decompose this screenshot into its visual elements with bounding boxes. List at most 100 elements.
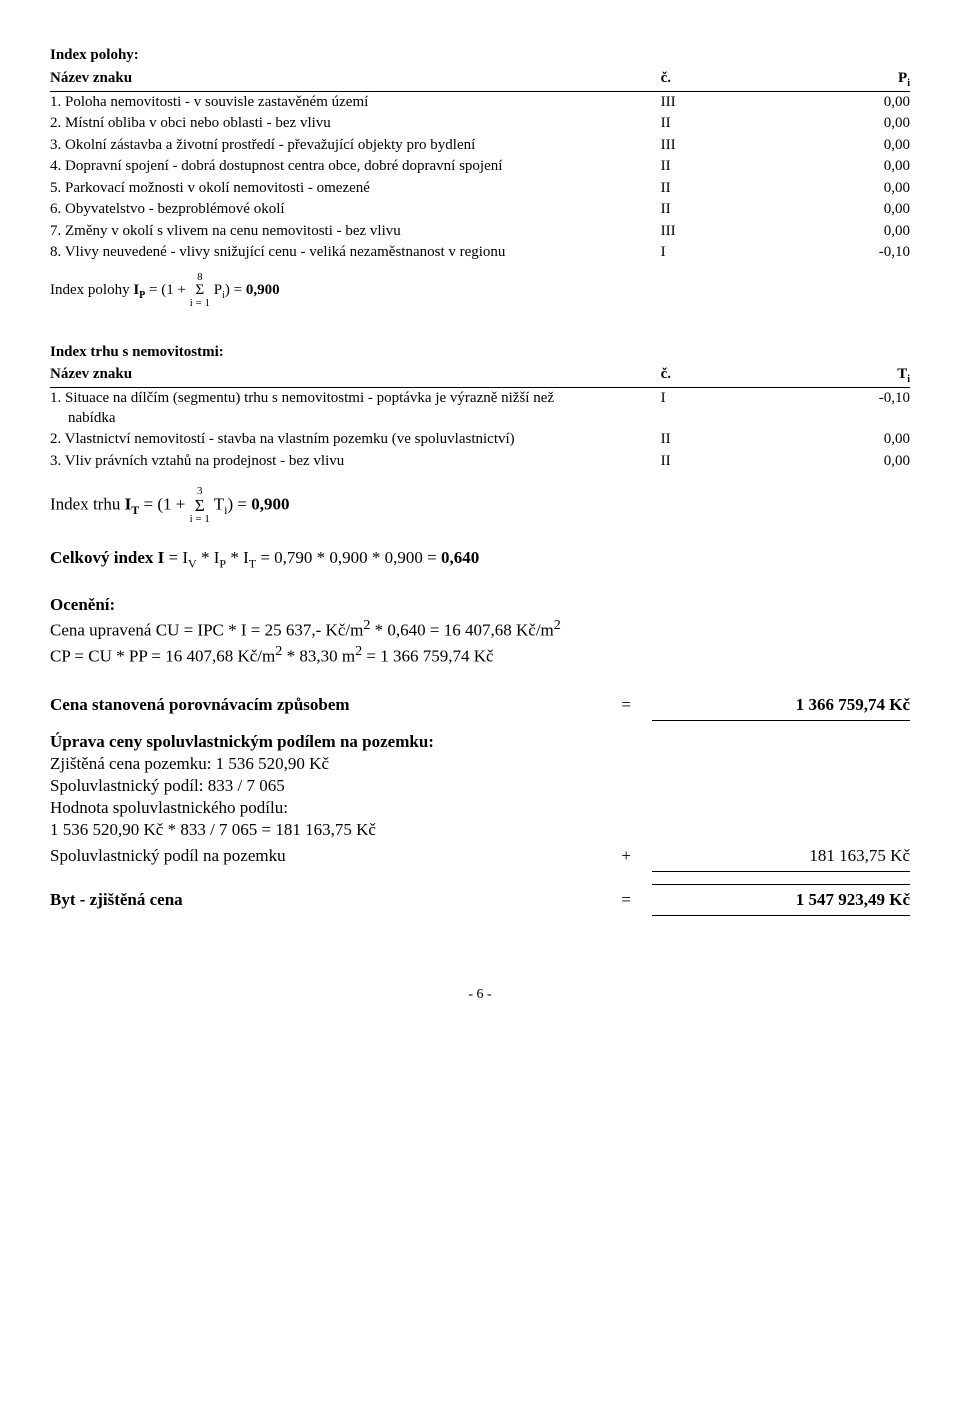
- cell-c: III: [661, 221, 738, 243]
- table-row: 3. Okolní zástavba a životní prostředí -…: [50, 135, 910, 157]
- celkovy-mid: * I: [197, 548, 220, 567]
- text-part: = 1 366 759,74 Kč: [362, 646, 493, 665]
- cell-c: III: [661, 135, 738, 157]
- result-label: Cena stanovená porovnávacím způsobem: [50, 690, 600, 721]
- table-row: 2. Místní obliba v obci nebo oblasti - b…: [50, 113, 910, 135]
- uprava-line: Hodnota spoluvlastnického podílu:: [50, 797, 910, 819]
- uprava-line: Spoluvlastnický podíl: 833 / 7 065: [50, 775, 910, 797]
- oceneni-line2: CP = CU * PP = 16 407,68 Kč/m2 * 83,30 m…: [50, 642, 910, 668]
- result-label: Spoluvlastnický podíl na pozemku: [50, 841, 600, 872]
- celkovy-sub: V: [188, 556, 197, 570]
- celkovy-result: 0,640: [441, 548, 479, 567]
- formula-result: 0,900: [251, 494, 289, 513]
- cell-name: 7. Změny v okolí s vlivem na cenu nemovi…: [50, 221, 661, 243]
- formula-prefix: Index trhu: [50, 494, 125, 513]
- cell-c: II: [661, 113, 738, 135]
- table-row: 2. Vlastnictví nemovitostí - stavba na v…: [50, 429, 910, 451]
- formula-eq: = (1 +: [139, 494, 189, 513]
- cell-name: 4. Dopravní spojení - dobrá dostupnost c…: [50, 156, 661, 178]
- index-trhu-table: Název znaku č. Ti 1. Situace na dílčím (…: [50, 364, 910, 472]
- hdr-name: Název znaku: [50, 364, 661, 388]
- formula-eq: = (1 +: [145, 281, 189, 297]
- result-value: 1 547 923,49 Kč: [652, 885, 910, 916]
- formula-tail: T: [210, 494, 224, 513]
- sigma-icon: 8Σi = 1: [190, 272, 210, 309]
- table-row: 4. Dopravní spojení - dobrá dostupnost c…: [50, 156, 910, 178]
- result-row-2: Spoluvlastnický podíl na pozemku + 181 1…: [50, 841, 910, 872]
- result-row-3: Byt - zjištěná cena = 1 547 923,49 Kč: [50, 884, 910, 916]
- cell-name: 2. Vlastnictví nemovitostí - stavba na v…: [50, 429, 661, 451]
- uprava-title: Úprava ceny spoluvlastnickým podílem na …: [50, 731, 910, 753]
- cell-v: -0,10: [738, 388, 910, 430]
- cell-name: 6. Obyvatelstvo - bezproblémové okolí: [50, 199, 661, 221]
- celkovy-text: = I: [164, 548, 188, 567]
- hdr-v: Pi: [738, 68, 910, 92]
- index-trhu-formula: Index trhu IT = (1 + 3Σi = 1 Ti) = 0,900: [50, 486, 910, 525]
- cell-c: I: [661, 242, 738, 264]
- oceneni-title: Ocenění:: [50, 594, 910, 616]
- celkovy-index: Celkový index I = IV * IP * IT = 0,790 *…: [50, 547, 910, 572]
- cell-v: 0,00: [738, 451, 910, 473]
- cell-v: 0,00: [738, 113, 910, 135]
- table-header: Název znaku č. Ti: [50, 364, 910, 388]
- table-row: 7. Změny v okolí s vlivem na cenu nemovi…: [50, 221, 910, 243]
- cell-name: 3. Okolní zástavba a životní prostředí -…: [50, 135, 661, 157]
- cell-c: II: [661, 429, 738, 451]
- text-part: * 0,640 = 16 407,68 Kč/m: [370, 621, 553, 640]
- result-label: Byt - zjištěná cena: [50, 885, 600, 916]
- table-row: 6. Obyvatelstvo - bezproblémové okolíII0…: [50, 199, 910, 221]
- table-row: 8. Vlivy neuvedené - vlivy snižující cen…: [50, 242, 910, 264]
- cell-name: 1. Poloha nemovitosti - v souvisle zasta…: [50, 91, 661, 113]
- cell-name: 3. Vliv právních vztahů na prodejnost - …: [50, 451, 661, 473]
- table-row: 1. Situace na dílčím (segmentu) trhu s n…: [50, 388, 910, 430]
- hdr-c: č.: [661, 68, 738, 92]
- cell-v: -0,10: [738, 242, 910, 264]
- uprava-line: Zjištěná cena pozemku: 1 536 520,90 Kč: [50, 753, 910, 775]
- table-row: 1. Poloha nemovitosti - v souvisle zasta…: [50, 91, 910, 113]
- cell-name: 1. Situace na dílčím (segmentu) trhu s n…: [50, 388, 661, 430]
- cell-name: 2. Místní obliba v obci nebo oblasti - b…: [50, 113, 661, 135]
- result-sign: =: [600, 690, 652, 721]
- index-polohy-table: Název znaku č. Pi 1. Poloha nemovitosti …: [50, 68, 910, 264]
- table-row: 5. Parkovací možnosti v okolí nemovitost…: [50, 178, 910, 200]
- cell-v: 0,00: [738, 429, 910, 451]
- text-part: * 83,30 m: [282, 646, 355, 665]
- cell-c: II: [661, 156, 738, 178]
- result-value: 1 366 759,74 Kč: [652, 690, 910, 721]
- result-value: 181 163,75 Kč: [652, 841, 910, 872]
- formula-close: ) =: [228, 494, 252, 513]
- index-polohy-formula: Index polohy IP = (1 + 8Σi = 1 Pi) = 0,9…: [50, 272, 910, 309]
- oceneni-line1: Cena upravená CU = IPC * I = 25 637,- Kč…: [50, 616, 910, 642]
- cell-v: 0,00: [738, 91, 910, 113]
- hdr-name: Název znaku: [50, 68, 661, 92]
- cell-v: 0,00: [738, 199, 910, 221]
- cell-c: II: [661, 178, 738, 200]
- cell-v: 0,00: [738, 135, 910, 157]
- celkovy-mid: * I: [226, 548, 249, 567]
- page-number: - 6 -: [50, 986, 910, 1004]
- table-header: Název znaku č. Pi: [50, 68, 910, 92]
- cell-name: 5. Parkovací možnosti v okolí nemovitost…: [50, 178, 661, 200]
- cell-v: 0,00: [738, 221, 910, 243]
- uprava-line: 1 536 520,90 Kč * 833 / 7 065 = 181 163,…: [50, 819, 910, 841]
- cell-c: I: [661, 388, 738, 430]
- celkovy-sub: T: [249, 556, 256, 570]
- text-part: Cena upravená CU = IPC * I = 25 637,- Kč…: [50, 621, 363, 640]
- result-sign: +: [600, 841, 652, 872]
- result-sign: =: [600, 885, 652, 916]
- formula-prefix: Index polohy: [50, 281, 133, 297]
- formula-tail: P: [210, 281, 222, 297]
- sup: 2: [554, 617, 561, 633]
- cell-name: 8. Vlivy neuvedené - vlivy snižující cen…: [50, 242, 661, 264]
- result-row-1: Cena stanovená porovnávacím způsobem = 1…: [50, 690, 910, 721]
- cell-v: 0,00: [738, 178, 910, 200]
- table-row: 3. Vliv právních vztahů na prodejnost - …: [50, 451, 910, 473]
- sigma-icon: 3Σi = 1: [190, 486, 210, 525]
- index-polohy-title: Index polohy:: [50, 46, 910, 66]
- celkovy-label: Celkový index I: [50, 548, 164, 567]
- hdr-v: Ti: [738, 364, 910, 388]
- cell-c: II: [661, 451, 738, 473]
- formula-close: ) =: [225, 281, 246, 297]
- hdr-c: č.: [661, 364, 738, 388]
- formula-result: 0,900: [246, 281, 280, 297]
